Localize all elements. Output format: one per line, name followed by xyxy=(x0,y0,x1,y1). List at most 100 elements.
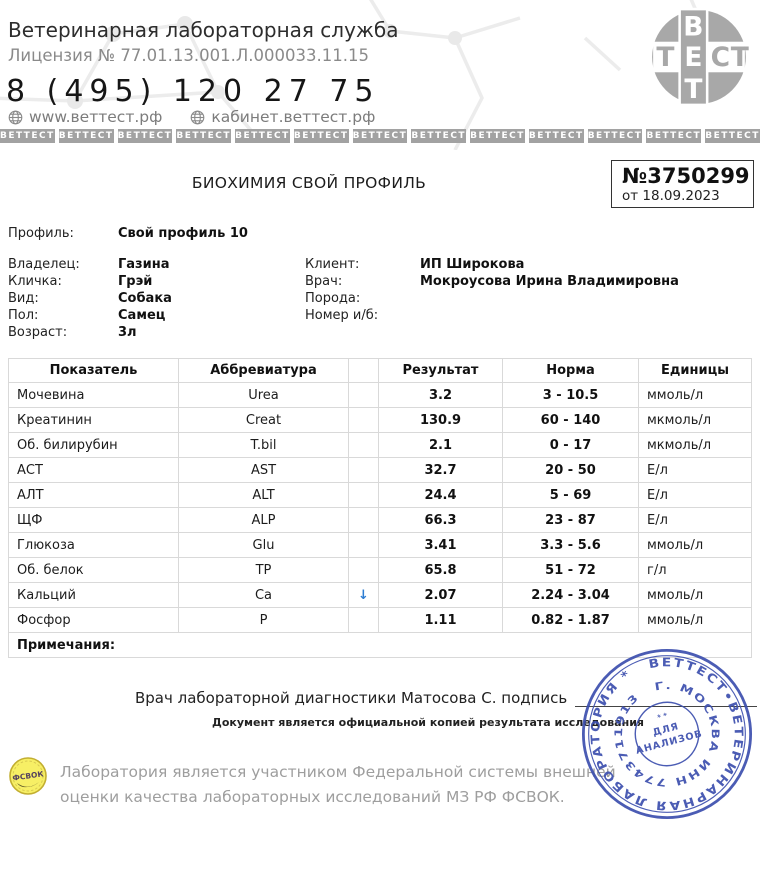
brand-strip-segment: ВЕТТЕСТ xyxy=(293,129,349,143)
profile-block-right: Клиент: ИП Широкова Врач: Мокроусова Ирина … xyxy=(305,257,679,325)
cell-units: Е/л xyxy=(638,482,752,508)
globe-icon xyxy=(191,110,205,124)
cell-result: 3.41 xyxy=(378,532,503,558)
cell-result: 32.7 xyxy=(378,457,503,483)
cell-result: 24.4 xyxy=(378,482,503,508)
cell-units: ммоль/л xyxy=(638,607,752,633)
cell-indicator: Мочевина xyxy=(8,382,179,408)
svg-text:В: В xyxy=(683,12,703,43)
cell-norm: 0 - 17 xyxy=(502,432,639,458)
cell-abbreviation: Ca xyxy=(178,582,349,608)
cell-norm: 60 - 140 xyxy=(502,407,639,433)
notes-label: Примечания: xyxy=(8,632,752,658)
cell-indicator: ЩФ xyxy=(8,507,179,533)
org-name: Ветеринарная лабораторная служба xyxy=(8,18,399,42)
cell-abbreviation: Creat xyxy=(178,407,349,433)
profile-field: Номер и/б: xyxy=(305,308,679,325)
cell-norm: 3.3 - 5.6 xyxy=(502,532,639,558)
field-value: 3л xyxy=(118,325,137,340)
low-arrow-icon xyxy=(348,457,379,483)
website-main[interactable]: www.веттест.рф xyxy=(8,108,162,126)
low-arrow-icon xyxy=(348,607,379,633)
report-date: от 18.09.2023 xyxy=(622,188,720,204)
weblinks: www.веттест.рф кабинет.веттест.рф xyxy=(8,108,375,126)
copy-note: Документ является официальной копией рез… xyxy=(212,716,644,729)
footer-text-line1: Лаборатория является участником Федераль… xyxy=(60,763,616,781)
signature-text: Врач лабораторной диагностики Матосова С… xyxy=(135,689,568,707)
table-row: Креатинин Creat 130.9 60 - 140 мкмоль/л xyxy=(8,407,752,433)
footer-text-line2: оценки качества лабораторных исследовани… xyxy=(60,787,565,806)
footer-text: Лаборатория является участником Федераль… xyxy=(60,756,616,809)
license-number: Лицензия № 77.01.13.001.Л.000033.11.15 xyxy=(8,46,369,65)
cell-result: 1.11 xyxy=(378,607,503,633)
low-arrow-icon xyxy=(348,532,379,558)
report-number-box: №3750299 от 18.09.2023 xyxy=(611,160,754,208)
brand-strip-segment: ВЕТТЕСТ xyxy=(235,129,290,143)
cell-abbreviation: ALP xyxy=(178,507,349,533)
profile-field: Клиент: ИП Широкова xyxy=(305,257,679,274)
table-row: Фосфор P 1.11 0.82 - 1.87 ммоль/л xyxy=(8,607,752,633)
svg-text:Е: Е xyxy=(684,42,702,73)
field-label: Номер и/б: xyxy=(305,308,379,323)
website-cabinet[interactable]: кабинет.веттест.рф xyxy=(190,108,375,126)
brand-strip-segment: ВЕТТЕСТ xyxy=(587,129,643,143)
svg-text:Т: Т xyxy=(656,42,674,73)
cell-norm: 51 - 72 xyxy=(502,557,639,583)
fsvok-badge-label: ФСВОК xyxy=(12,769,45,782)
cell-indicator: Об. билирубин xyxy=(8,432,179,458)
cell-units: ммоль/л xyxy=(638,532,752,558)
globe-icon xyxy=(8,110,23,124)
cell-abbreviation: TP xyxy=(178,557,349,583)
field-label: Пол: xyxy=(8,308,39,323)
signature-row: Врач лабораторной диагностики Матосова С… xyxy=(135,689,758,707)
profile-field: Пол: Самец xyxy=(8,308,172,325)
table-row: АСТ AST 32.7 20 - 50 Е/л xyxy=(8,457,752,483)
cell-units: Е/л xyxy=(638,457,752,483)
brand-strip: ВЕТТЕСТ ВЕТТЕСТ ВЕТТЕСТ ВЕТТЕСТ ВЕТТЕСТ ВЕТТЕ… xyxy=(0,129,760,143)
cell-indicator: Кальций xyxy=(8,582,179,608)
signature-line xyxy=(575,693,758,707)
cell-abbreviation: Glu xyxy=(178,532,349,558)
report-title: БИОХИМИЯ СВОЙ ПРОФИЛЬ xyxy=(191,174,427,192)
brand-strip-segment: ВЕТТЕСТ xyxy=(470,129,525,143)
brand-strip-segment: ВЕТТЕСТ xyxy=(528,129,584,143)
cell-units: мкмоль/л xyxy=(638,407,752,433)
phone-number: 8 (495) 120 27 75 xyxy=(6,74,380,109)
cell-norm: 5 - 69 xyxy=(502,482,639,508)
brand-strip-segment: ВЕТТЕСТ xyxy=(411,129,467,143)
table-row: ЩФ ALP 66.3 23 - 87 Е/л xyxy=(8,507,752,533)
report-number: №3750299 xyxy=(622,164,750,188)
cell-norm: 3 - 10.5 xyxy=(502,382,639,408)
low-arrow-icon xyxy=(348,507,379,533)
field-label: Вид: xyxy=(8,291,39,306)
field-value: Свой профиль 10 xyxy=(118,226,248,241)
field-value: Мокроусова Ирина Владимировна xyxy=(420,274,679,289)
cell-units: г/л xyxy=(638,557,752,583)
cell-norm: 23 - 87 xyxy=(502,507,639,533)
field-label: Владелец: xyxy=(8,257,80,272)
col-header-result: Результат xyxy=(378,358,503,383)
table-row: Кальций Ca ↓ 2.07 2.24 - 3.04 ммоль/л xyxy=(8,582,752,608)
cell-indicator: Об. белок xyxy=(8,557,179,583)
cell-units: ммоль/л xyxy=(638,382,752,408)
col-header-indicator: Показатель xyxy=(8,358,179,383)
low-arrow-icon xyxy=(348,557,379,583)
cell-result: 3.2 xyxy=(378,382,503,408)
table-header-row: Показатель Аббревиатура Результат Норма … xyxy=(8,358,752,383)
brand-strip-segment: ВЕТТЕСТ xyxy=(352,129,408,143)
field-value: ИП Широкова xyxy=(420,257,525,272)
svg-text:* *: * * xyxy=(656,711,668,722)
field-value: Грэй xyxy=(118,274,153,289)
low-arrow-icon xyxy=(348,432,379,458)
cell-result: 65.8 xyxy=(378,557,503,583)
low-arrow-icon: ↓ xyxy=(348,582,379,608)
profile-field: Профиль: Свой профиль 10 xyxy=(8,226,248,243)
profile-field: Порода: xyxy=(305,291,679,308)
notes-row: Примечания: xyxy=(8,632,752,658)
cell-abbreviation: P xyxy=(178,607,349,633)
round-stamp: ВЕТТЕСТ•ВЕТЕРИНАРНАЯ ЛАБОРАТОРИЯ * Г. МО… xyxy=(570,637,760,830)
brand-strip-segment: ВЕТТЕСТ xyxy=(705,129,760,143)
table-row: Об. билирубин T.bil 2.1 0 - 17 мкмоль/л xyxy=(8,432,752,458)
cell-units: мкмоль/л xyxy=(638,432,752,458)
cell-result: 130.9 xyxy=(378,407,503,433)
